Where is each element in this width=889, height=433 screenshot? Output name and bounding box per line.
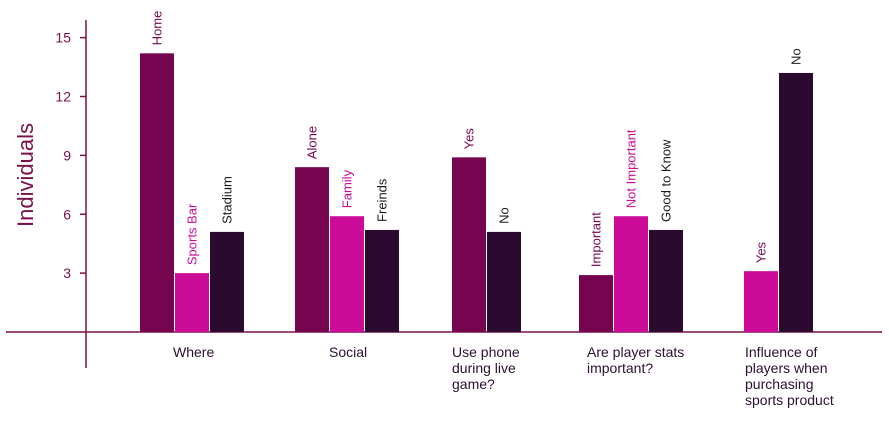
y-tick-label: 3	[63, 265, 71, 281]
bar	[649, 229, 683, 332]
bar-labels: Home Sports Bar Stadium Alone Family Freinds Y…	[150, 11, 804, 267]
bar	[140, 53, 174, 332]
category-label: during live	[452, 360, 516, 376]
bar	[579, 275, 613, 332]
category-label: sports product	[745, 392, 834, 408]
bar-label: Sports Bar	[185, 203, 200, 265]
bar	[452, 157, 486, 332]
bar-label: Yes	[754, 241, 769, 263]
category-label: purchasing	[745, 376, 814, 392]
bar	[779, 72, 813, 332]
bar-label: No	[789, 48, 804, 65]
bar-label: Freinds	[375, 178, 390, 222]
bar	[295, 167, 329, 332]
bar-label: Home	[150, 11, 165, 46]
bar-label: Good to Know	[659, 139, 674, 222]
bar	[744, 271, 778, 332]
bar-label: Family	[340, 169, 355, 208]
y-tick-label: 6	[63, 206, 71, 222]
bars	[140, 53, 813, 332]
category-label: players when	[745, 360, 828, 376]
bar-label: Stadium	[220, 176, 235, 224]
bar	[365, 229, 399, 332]
bar	[614, 216, 648, 332]
bar	[210, 231, 244, 332]
category-label: Use phone	[452, 344, 520, 360]
y-tick-label: 12	[55, 89, 71, 105]
category-label: Influence of	[745, 344, 817, 360]
category-label: Social	[329, 344, 367, 360]
y-ticks: 3 6 9 12 15	[55, 30, 86, 281]
bar-label: Important	[589, 212, 604, 267]
category-label: Where	[173, 344, 214, 360]
category-label: important?	[587, 360, 653, 376]
category-label: game?	[452, 376, 495, 392]
y-tick-label: 9	[63, 147, 71, 163]
bar-label: Alone	[305, 126, 320, 159]
bar-label: No	[497, 207, 512, 224]
bar-label: Yes	[462, 128, 477, 150]
y-tick-label: 15	[55, 30, 71, 46]
category-label: Are player stats	[587, 344, 684, 360]
bar	[487, 231, 521, 332]
bar	[330, 216, 364, 332]
bar-label: Not Important	[624, 129, 639, 208]
bar	[175, 273, 209, 332]
y-axis-label: Individuals	[13, 123, 38, 227]
